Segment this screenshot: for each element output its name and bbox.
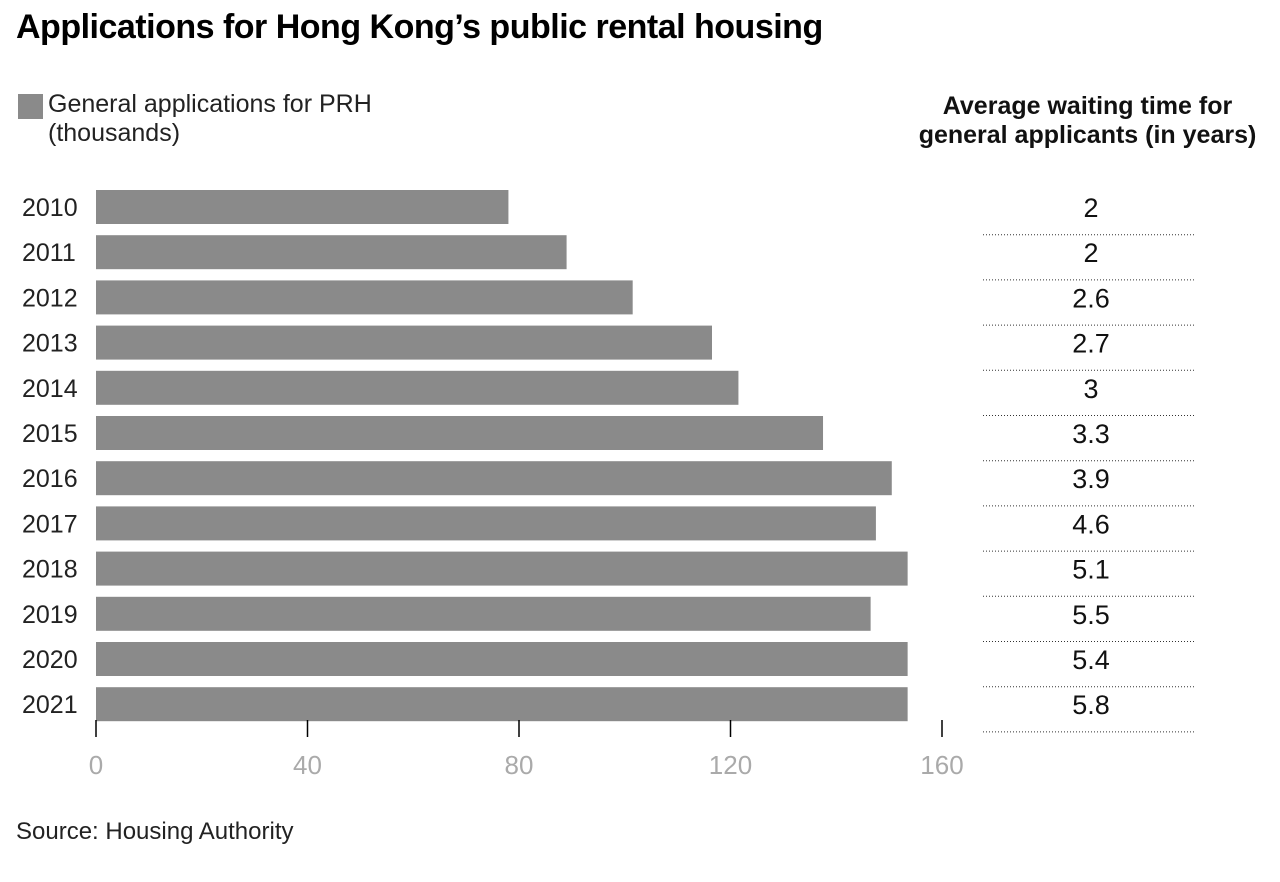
- chart-title: Applications for Hong Kong’s public rent…: [16, 8, 823, 46]
- bar: [96, 325, 712, 360]
- source-note: Source: Housing Authority: [16, 818, 294, 845]
- y-tick-label: 2017: [22, 510, 78, 538]
- x-tick-label: 0: [89, 750, 103, 780]
- waiting-time-value: 5.1: [1072, 555, 1110, 585]
- bar: [96, 280, 633, 315]
- x-tick-label: 80: [505, 750, 534, 780]
- waiting-time-value: 5.4: [1072, 645, 1110, 675]
- bar: [96, 551, 908, 586]
- bar: [96, 687, 908, 722]
- bar: [96, 596, 871, 631]
- waiting-time-value: 5.8: [1072, 690, 1110, 720]
- y-tick-label: 2012: [22, 284, 78, 312]
- y-tick-label: 2021: [22, 691, 78, 719]
- y-tick-label: 2018: [22, 556, 78, 584]
- legend-label: General applications for PRH (thousands): [48, 90, 372, 147]
- waiting-time-value: 5.5: [1072, 600, 1110, 630]
- waiting-time-value: 3.3: [1072, 419, 1110, 449]
- y-tick-label: 2013: [22, 330, 78, 358]
- bar: [96, 506, 876, 541]
- y-tick-label: 2020: [22, 646, 78, 674]
- y-tick-label: 2016: [22, 465, 78, 493]
- y-tick-label: 2010: [22, 194, 78, 222]
- y-tick-label: 2011: [22, 239, 76, 267]
- y-tick-label: 2019: [22, 601, 78, 629]
- bar: [96, 461, 892, 496]
- waiting-time-value: 2.6: [1072, 283, 1110, 313]
- waiting-time-value: 3.9: [1072, 464, 1110, 494]
- legend-swatch: [18, 94, 43, 119]
- waiting-time-value: 3: [1083, 374, 1098, 404]
- x-tick-label: 160: [920, 750, 963, 780]
- x-tick-label: 40: [293, 750, 322, 780]
- bar: [96, 190, 509, 224]
- x-tick-label: 120: [709, 750, 752, 780]
- bar: [96, 235, 567, 270]
- bar: [96, 370, 739, 405]
- y-tick-label: 2014: [22, 375, 78, 403]
- waiting-time-value: 2: [1083, 238, 1098, 268]
- y-tick-label: 2015: [22, 420, 78, 448]
- bar: [96, 642, 908, 676]
- legend: General applications for PRH (thousands): [18, 90, 408, 148]
- waiting-time-value: 4.6: [1072, 509, 1110, 539]
- bar: [96, 416, 824, 450]
- waiting-time-value: 2: [1083, 193, 1098, 223]
- waiting-time-value: 2.7: [1072, 329, 1110, 359]
- waiting-time-header: Average waiting time for general applica…: [918, 92, 1257, 149]
